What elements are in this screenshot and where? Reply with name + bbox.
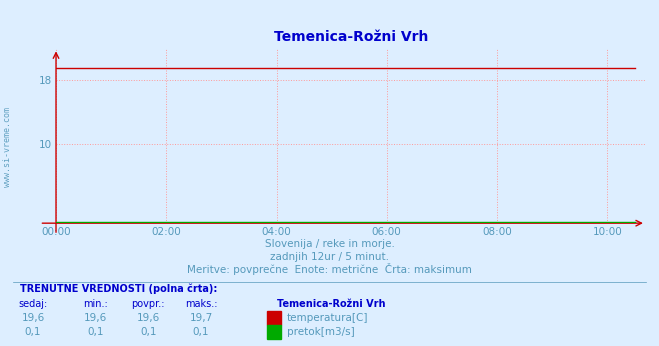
Text: Meritve: povprečne  Enote: metrične  Črta: maksimum: Meritve: povprečne Enote: metrične Črta:… (187, 263, 472, 275)
Text: Temenica-Rožni Vrh: Temenica-Rožni Vrh (277, 299, 386, 309)
Text: 0,1: 0,1 (140, 327, 157, 337)
Text: maks.:: maks.: (185, 299, 217, 309)
Text: temperatura[C]: temperatura[C] (287, 313, 368, 323)
Text: min.:: min.: (83, 299, 108, 309)
Text: pretok[m3/s]: pretok[m3/s] (287, 327, 355, 337)
Text: www.si-vreme.com: www.si-vreme.com (3, 107, 13, 187)
Text: povpr.:: povpr.: (132, 299, 165, 309)
Text: Slovenija / reke in morje.: Slovenija / reke in morje. (264, 239, 395, 249)
Text: zadnjih 12ur / 5 minut.: zadnjih 12ur / 5 minut. (270, 252, 389, 262)
Text: 19,6: 19,6 (84, 313, 107, 323)
Title: Temenica-Rožni Vrh: Temenica-Rožni Vrh (273, 30, 428, 45)
Text: 0,1: 0,1 (192, 327, 210, 337)
Text: sedaj:: sedaj: (18, 299, 47, 309)
Text: 19,7: 19,7 (189, 313, 213, 323)
Text: 0,1: 0,1 (24, 327, 42, 337)
Text: TRENUTNE VREDNOSTI (polna črta):: TRENUTNE VREDNOSTI (polna črta): (20, 284, 217, 294)
Text: 0,1: 0,1 (87, 327, 104, 337)
Text: 19,6: 19,6 (21, 313, 45, 323)
Text: 19,6: 19,6 (136, 313, 160, 323)
